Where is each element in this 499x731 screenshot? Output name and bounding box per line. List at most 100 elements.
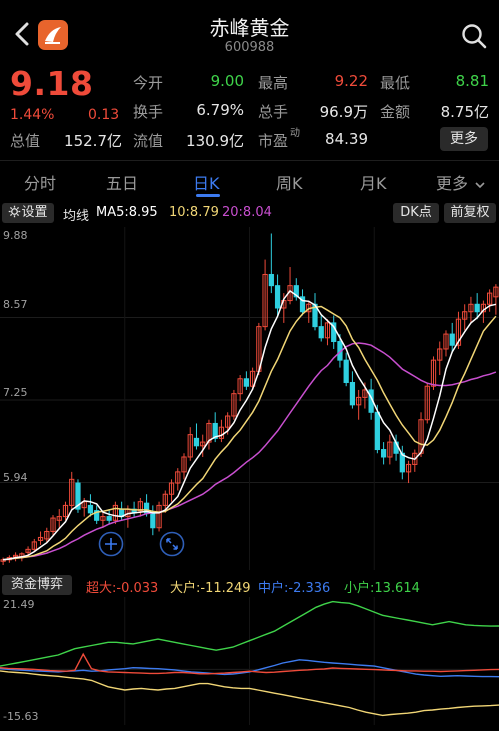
candle-body [156, 504, 162, 529]
divider [0, 160, 499, 161]
plus-icon [98, 531, 124, 557]
candle-body [437, 348, 443, 361]
candle-body [462, 311, 468, 320]
stock-name: 赤峰黄金 [209, 16, 290, 40]
candle-body [150, 512, 156, 529]
broker-logo-icon[interactable] [38, 20, 68, 50]
tab-monthly-k[interactable]: 月K [360, 174, 387, 193]
stat-value-amount: 8.75亿 [440, 103, 489, 121]
candle-body [299, 296, 306, 313]
ma10-line [3, 305, 497, 561]
candle-body [112, 504, 119, 521]
stat-label-turnover: 换手 [133, 103, 164, 121]
candle-body [200, 441, 206, 447]
candle-body [37, 536, 44, 541]
large-flow-line [0, 670, 499, 717]
stat-label-open: 今开 [133, 74, 164, 92]
candle-body [362, 389, 368, 398]
stat-value-low: 8.81 [455, 72, 489, 90]
candle-body [331, 322, 337, 343]
candle-body [87, 504, 94, 514]
candle-body [237, 378, 243, 395]
candle-body [424, 385, 430, 421]
candle-body [187, 434, 193, 458]
capital-flow-chart[interactable] [0, 597, 499, 725]
y-tick-1: 8.57 [3, 298, 28, 311]
dk-point-button[interactable]: DK点 [393, 203, 439, 223]
candlestick-chart[interactable] [0, 227, 499, 570]
candle-body [374, 411, 380, 451]
adjust-mode-button[interactable]: 前复权 [444, 203, 496, 223]
pe-superscript: 动 [290, 128, 300, 139]
stat-value-market-cap: 152.7亿 [64, 132, 122, 150]
candle-body [212, 422, 218, 439]
capital-flow-selector[interactable]: 资金博弈 [2, 575, 72, 595]
add-indicator-button[interactable] [98, 531, 124, 557]
fullscreen-button[interactable] [159, 531, 185, 557]
candle-body [243, 378, 250, 387]
settings-button[interactable]: 设置 [2, 203, 54, 223]
more-stats-button[interactable]: 更多 [440, 127, 488, 151]
candle-body [193, 437, 200, 447]
candle-body [430, 359, 437, 387]
candle-body [474, 303, 480, 313]
candle-body [75, 482, 81, 510]
ma20-value: 20:8.04 [222, 205, 272, 220]
candle-body [468, 303, 474, 313]
ma5-line [3, 289, 497, 561]
candle-body [324, 322, 331, 339]
ma5-value: MA5:8.95 [96, 205, 158, 220]
candle-body [31, 541, 37, 550]
tab-more[interactable]: 更多 [436, 170, 485, 194]
ma-title: 均线 [63, 209, 90, 224]
y-tick-2: 7.25 [3, 386, 28, 399]
candle-body [106, 516, 112, 521]
candle-body [168, 482, 175, 495]
candle-body [274, 285, 281, 309]
gear-icon [9, 205, 21, 218]
candle-body [44, 530, 50, 540]
stat-value-volume: 96.9万 [319, 103, 368, 121]
candle-body [12, 554, 19, 558]
search-button[interactable] [460, 22, 488, 50]
candle-body [231, 393, 237, 417]
chevron-down-icon [475, 182, 485, 189]
y-tick-3: 5.94 [3, 471, 28, 484]
ma20-line [3, 342, 497, 561]
candle-body [455, 318, 462, 346]
tab-weekly-k[interactable]: 周K [276, 174, 303, 193]
current-price: 9.18 [10, 64, 94, 103]
candle-body [181, 456, 187, 473]
stat-label-float-cap: 流值 [133, 132, 164, 150]
candle-body [62, 504, 69, 518]
medium-value: 中户:-2.336 [258, 581, 331, 596]
tab-five-day[interactable]: 五日 [106, 174, 139, 193]
back-button[interactable] [10, 20, 36, 48]
ma10-value: 10:8.79 [169, 205, 219, 220]
y-tick-0: 9.88 [3, 229, 28, 242]
stat-value-open: 9.00 [210, 72, 244, 90]
stat-label-pe: 市盈 [258, 132, 289, 150]
candle-body [69, 478, 75, 506]
tab-intraday[interactable]: 分时 [24, 174, 57, 193]
candle-body [162, 493, 168, 506]
candle-body [262, 273, 268, 328]
stat-label-amount: 金额 [380, 103, 411, 121]
small-value: 小户:13.614 [344, 581, 420, 596]
candle-body [268, 273, 274, 287]
candle-body [293, 285, 299, 298]
candle-body [318, 326, 324, 339]
stat-label-high: 最高 [258, 74, 289, 92]
settings-label: 设置 [21, 205, 48, 220]
candle-body [343, 359, 349, 383]
change-percent: 1.44% [10, 107, 55, 123]
candle-body [356, 396, 362, 406]
candle-body [493, 286, 499, 298]
candle-body [449, 333, 455, 346]
stat-label-market-cap: 总值 [10, 132, 41, 150]
search-icon [462, 24, 487, 49]
change-amount: 0.13 [88, 107, 120, 123]
candle-body [94, 510, 100, 521]
candle-body [175, 471, 181, 484]
tab-daily-k[interactable]: 日K [193, 174, 220, 193]
